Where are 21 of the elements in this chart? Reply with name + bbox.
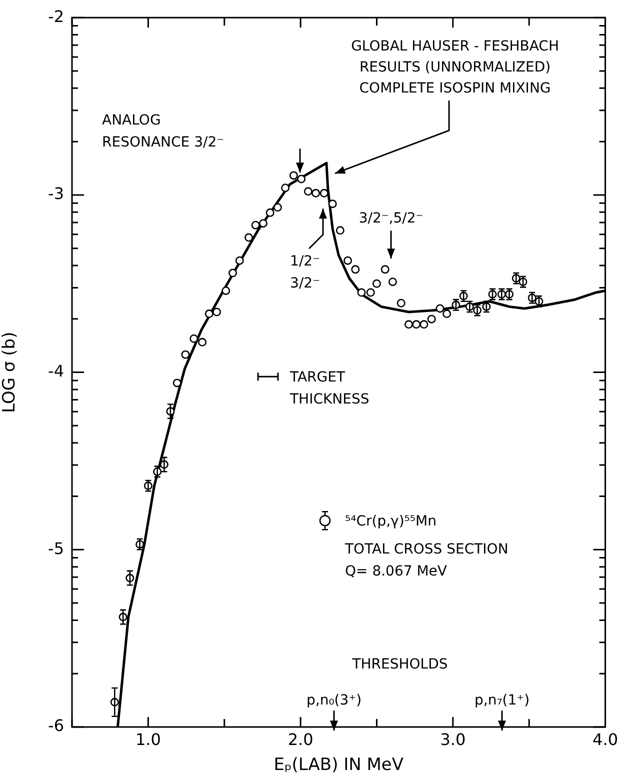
annotation: TOTAL CROSS SECTION Q= 8.067 MeV (344, 542, 508, 580)
y-tick-label: -3 (48, 184, 64, 204)
y-tick-label: -6 (48, 716, 64, 736)
annotation: THRESHOLDS (351, 656, 448, 673)
annotation: p,n₇(1⁺) (474, 692, 530, 709)
x-tick-label: 3.0 (440, 730, 466, 749)
annotation: ANALOG RESONANCE 3/2⁻ (102, 112, 224, 151)
annotation: TARGET THICKNESS (289, 370, 370, 408)
y-tick-label: -2 (48, 6, 64, 26)
y-tick-label: -4 (48, 361, 64, 380)
x-tick-label: 4.0 (592, 730, 618, 749)
y-tick-label: -5 (48, 538, 64, 558)
annotation: GLOBAL HAUSER - FESHBACH RESULTS (UNNORMALIZED) COMPLETE ISOSPIN MIXING (351, 38, 559, 96)
annotation: p,n₀(3⁺) (306, 692, 362, 709)
x-axis-title: Eₚ(LAB) IN MeV (274, 755, 404, 776)
annotation: 1/2⁻ 3/2⁻ (290, 254, 320, 292)
annotation: 3/2⁻,5/2⁻ (358, 210, 424, 227)
y-axis-title: LOG σ (b) (0, 332, 20, 413)
x-tick-label: 1.0 (135, 730, 161, 749)
legend-label: ⁵⁴Cr(p,γ)⁵⁵Mn (345, 514, 436, 530)
x-tick-label: 2.0 (288, 730, 314, 749)
